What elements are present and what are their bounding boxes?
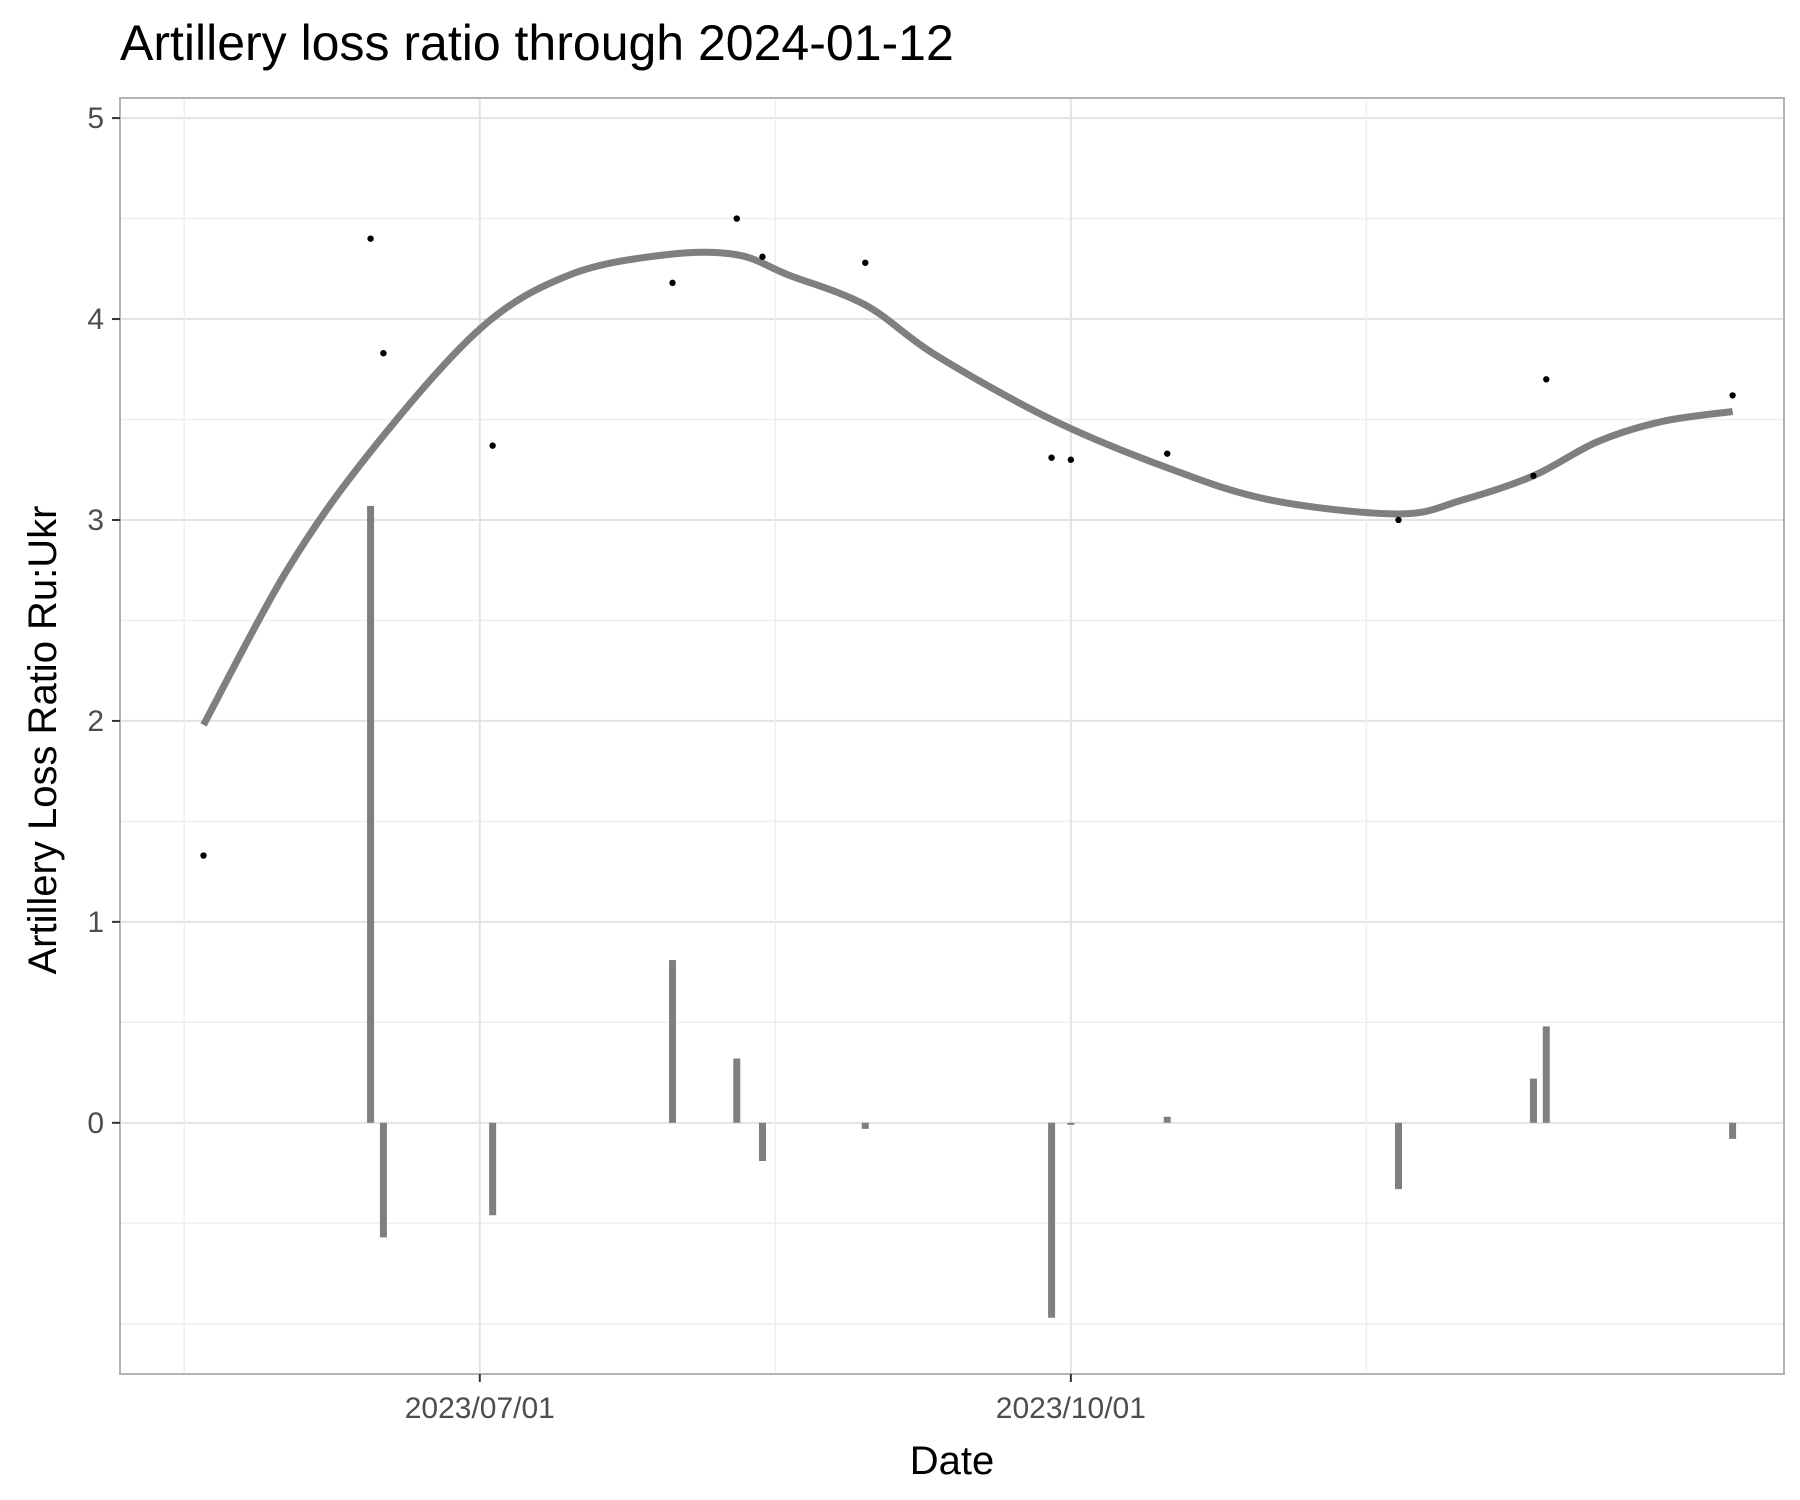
- data-point: [1395, 516, 1402, 524]
- data-point: [489, 442, 496, 449]
- data-point: [733, 215, 740, 222]
- data-point: [1543, 376, 1550, 383]
- x-axis-title: Date: [910, 1439, 995, 1483]
- x-tick-label: 2023/07/01: [405, 1392, 555, 1425]
- change-bar: [733, 1058, 741, 1123]
- y-tick-label: 5: [87, 102, 104, 135]
- data-point: [1729, 392, 1736, 399]
- change-bar: [1067, 1122, 1075, 1125]
- data-point: [1048, 454, 1055, 461]
- y-tick-label: 0: [87, 1107, 104, 1140]
- change-bar: [1542, 1026, 1550, 1123]
- change-bar: [1163, 1116, 1171, 1123]
- panel-border: [119, 97, 1785, 1375]
- data-point: [669, 279, 676, 287]
- data-point: [1530, 472, 1537, 479]
- y-tick-labels: 0 1 2 3 4 5: [87, 102, 120, 1140]
- data-point: [200, 852, 207, 859]
- data-point: [1067, 456, 1075, 463]
- grid-layer: [120, 98, 1784, 1374]
- x-tick-labels: 2023/07/01 2023/10/01: [405, 1374, 1146, 1425]
- data-point: [759, 253, 766, 260]
- data-point: [367, 235, 374, 242]
- trend-line: [200, 248, 1734, 727]
- change-bar: [489, 1122, 497, 1216]
- data-points-layer: [200, 215, 1736, 859]
- y-axis-title: Artillery Loss Ratio Ru:Ukr: [21, 505, 65, 974]
- change-bar: [861, 1122, 869, 1129]
- data-point: [862, 259, 869, 266]
- change-bar: [1529, 1078, 1537, 1123]
- change-bars-layer: [367, 505, 1737, 1318]
- change-bar: [1395, 1122, 1403, 1190]
- panel-border-layer: [119, 97, 1785, 1375]
- y-tick-label: 4: [87, 303, 104, 336]
- change-bar: [669, 960, 677, 1123]
- y-tick-label: 2: [87, 705, 104, 738]
- trend-line-layer: [200, 248, 1734, 727]
- change-bar: [367, 505, 375, 1123]
- chart-title: Artillery loss ratio through 2024-01-12: [120, 15, 954, 71]
- y-tick-label: 1: [87, 906, 104, 939]
- x-tick-label: 2023/10/01: [996, 1392, 1146, 1425]
- data-point: [380, 350, 387, 357]
- y-tick-label: 3: [87, 504, 104, 537]
- change-bar: [758, 1122, 766, 1161]
- data-point: [1164, 450, 1171, 457]
- change-bar: [1048, 1122, 1056, 1318]
- change-bar: [1729, 1122, 1737, 1139]
- change-bar: [379, 1122, 387, 1238]
